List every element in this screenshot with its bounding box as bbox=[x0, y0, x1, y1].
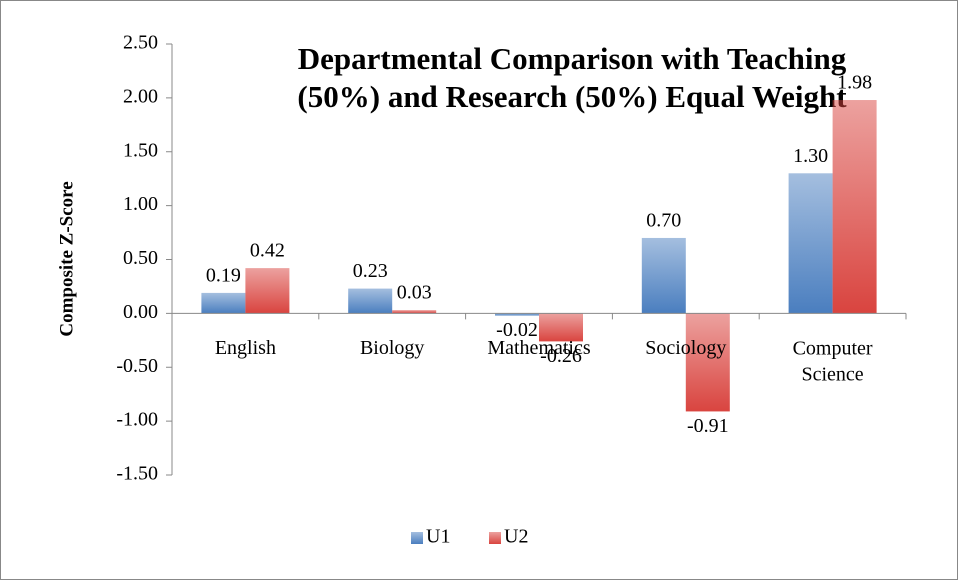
chart-title: Departmental Comparison with Teaching bbox=[298, 41, 847, 76]
data-label: 0.03 bbox=[397, 282, 432, 304]
x-tick-label: Biology bbox=[360, 337, 424, 359]
y-tick-label: -1.50 bbox=[116, 463, 158, 485]
bar bbox=[788, 173, 833, 314]
data-label: 0.70 bbox=[646, 210, 681, 232]
y-tick-label: 2.50 bbox=[123, 32, 158, 54]
data-label: 0.23 bbox=[353, 260, 388, 282]
chart-title: (50%) and Research (50%) Equal Weight bbox=[297, 79, 847, 114]
legend-label: U2 bbox=[504, 526, 528, 548]
data-label: 1.98 bbox=[837, 72, 872, 94]
y-tick-label: 0.50 bbox=[123, 247, 158, 269]
bar bbox=[685, 313, 730, 412]
legend-swatch bbox=[489, 532, 501, 544]
bar bbox=[495, 313, 539, 316]
y-tick-label: 0.00 bbox=[123, 301, 158, 323]
bar bbox=[641, 237, 686, 314]
legend-swatch bbox=[411, 532, 423, 544]
bar bbox=[201, 292, 246, 314]
y-tick-label: -0.50 bbox=[116, 355, 158, 377]
data-label: -0.91 bbox=[687, 415, 729, 437]
bar bbox=[539, 313, 583, 342]
y-tick-label: 2.00 bbox=[123, 85, 158, 107]
bar bbox=[348, 288, 393, 314]
y-tick-label: 1.00 bbox=[123, 193, 158, 215]
y-axis-title: Composite Z-Score bbox=[56, 181, 77, 336]
data-label: -0.02 bbox=[496, 319, 538, 341]
bar bbox=[245, 268, 290, 314]
x-tick-label: Sociology bbox=[645, 337, 726, 359]
data-label: 0.19 bbox=[206, 264, 241, 286]
x-tick-label: Computer Science bbox=[793, 337, 873, 385]
y-tick-label: -1.00 bbox=[116, 409, 158, 431]
data-label: 0.42 bbox=[250, 240, 285, 262]
bar bbox=[392, 310, 437, 314]
bar bbox=[832, 100, 877, 314]
legend-label: U1 bbox=[426, 526, 450, 548]
x-tick-label: Mathematics bbox=[487, 337, 591, 359]
data-label: 1.30 bbox=[793, 145, 828, 167]
data-label: -0.26 bbox=[540, 345, 582, 367]
y-tick-label: 1.50 bbox=[123, 139, 158, 161]
x-tick-label: English bbox=[215, 337, 276, 359]
